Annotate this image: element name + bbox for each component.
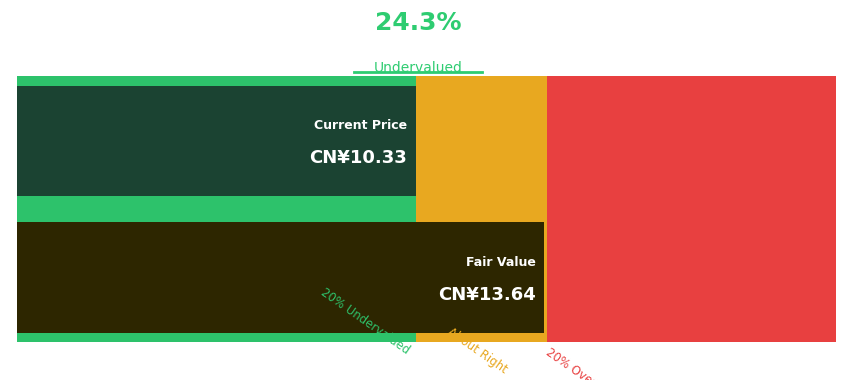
Bar <box>17 76 416 342</box>
Bar <box>416 76 546 342</box>
Text: Fair Value: Fair Value <box>465 256 535 269</box>
Text: 20% Overvalued: 20% Overvalued <box>543 346 630 380</box>
Text: 20% Undervalued: 20% Undervalued <box>318 285 412 356</box>
Text: CN¥13.64: CN¥13.64 <box>438 285 535 304</box>
Text: CN¥10.33: CN¥10.33 <box>309 149 407 167</box>
Bar <box>546 76 835 342</box>
Text: Current Price: Current Price <box>314 119 407 132</box>
Bar <box>17 222 544 332</box>
Text: 24.3%: 24.3% <box>374 11 461 35</box>
Text: Undervalued: Undervalued <box>373 61 462 75</box>
Bar <box>17 86 416 196</box>
Text: About Right: About Right <box>445 326 509 377</box>
